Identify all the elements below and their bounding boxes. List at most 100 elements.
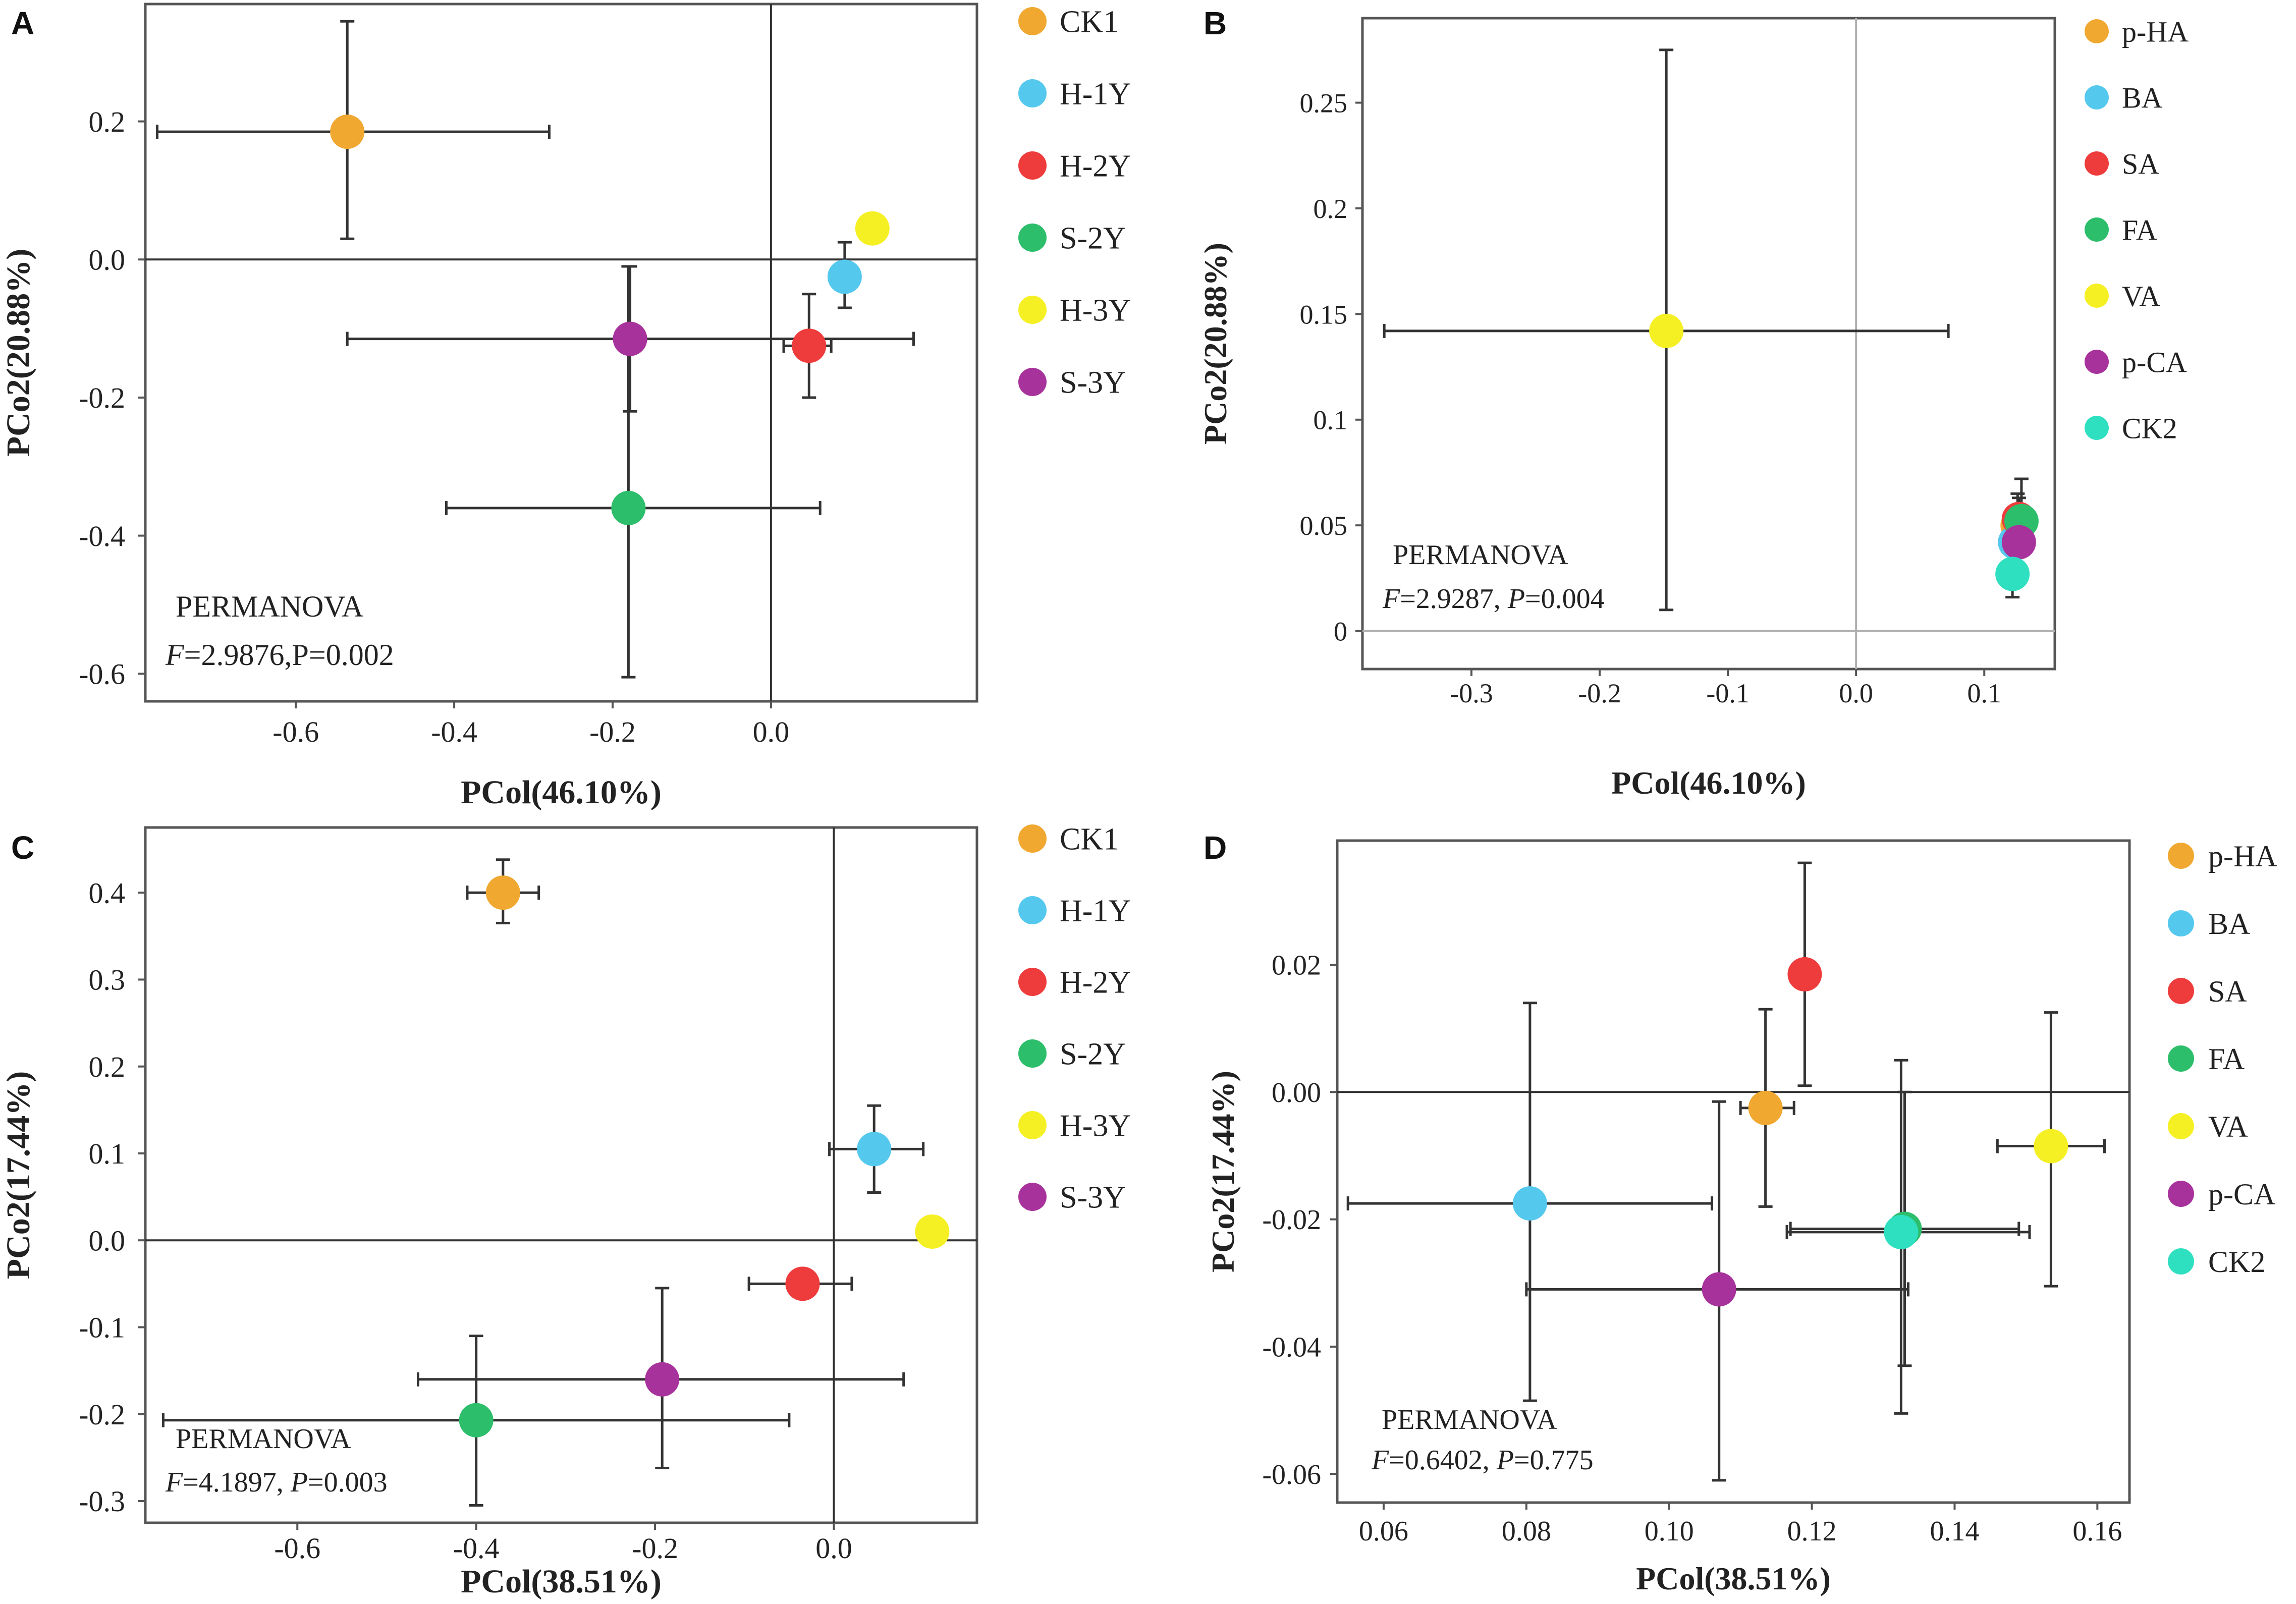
- x-axis-label: PCol(46.10%): [1611, 765, 1806, 801]
- y-tick-label: 0.25: [1300, 88, 1348, 118]
- legend-swatch-ba: [2085, 85, 2109, 109]
- x-tick-label: -0.2: [1578, 678, 1621, 708]
- y-tick-label: -0.02: [1262, 1204, 1321, 1236]
- y-tick-label: 0.00: [1272, 1077, 1321, 1109]
- legend-label-h-2y: H-2Y: [1060, 966, 1131, 1000]
- point-s-3y: [645, 1362, 680, 1397]
- legend-swatch-p-ha: [2168, 843, 2194, 869]
- legend-swatch-h-2y: [1018, 968, 1047, 996]
- point-s-2y: [611, 490, 646, 525]
- y-tick-label: 0.0: [89, 244, 126, 276]
- plot-frame: [144, 3, 978, 703]
- y-tick-label: 0.2: [89, 1050, 126, 1083]
- stat-values: F=0.6402, P=0.775: [1371, 1445, 1594, 1476]
- point-s-3y: [613, 321, 647, 356]
- panel-label-d: D: [1204, 829, 1227, 866]
- point-sa: [1787, 957, 1822, 991]
- y-tick-label: 0.0: [89, 1224, 126, 1257]
- legend-swatch-p-ha: [2085, 19, 2109, 43]
- point-ba: [1512, 1186, 1547, 1221]
- legend-swatch-va: [2168, 1113, 2194, 1139]
- x-tick-label: 0.16: [2072, 1516, 2122, 1547]
- y-tick-label: 0.3: [89, 964, 126, 997]
- legend-label-va: VA: [2208, 1110, 2248, 1143]
- legend-swatch-s-3y: [1018, 1183, 1047, 1211]
- y-tick-label: -0.2: [79, 381, 125, 414]
- point-h-3y: [915, 1214, 950, 1249]
- x-tick-label: -0.1: [1706, 678, 1749, 708]
- legend: p-HA BA SA FA VA p-CA CK2: [2168, 840, 2277, 1279]
- point-ck2: [1884, 1214, 1919, 1249]
- legend-label-h-1y: H-1Y: [1060, 77, 1131, 112]
- y-tick-label: 0.15: [1300, 299, 1348, 329]
- legend-label-fa: FA: [2208, 1042, 2245, 1076]
- x-tick-label: -0.2: [632, 1532, 678, 1565]
- legend-swatch-sa: [2085, 151, 2109, 176]
- legend-label-ck2: CK2: [2208, 1245, 2265, 1279]
- legend-swatch-s-2y: [1018, 224, 1047, 252]
- x-tick-label: -0.6: [274, 1532, 320, 1565]
- legend-label-s-2y: S-2Y: [1060, 1037, 1126, 1072]
- y-tick-label: 0.1: [89, 1137, 126, 1170]
- legend-label-ck1: CK1: [1060, 5, 1119, 39]
- y-tick-label: -0.2: [79, 1398, 125, 1431]
- y-tick-label: -0.06: [1262, 1459, 1321, 1490]
- legend-label-fa: FA: [2122, 213, 2157, 246]
- legend: CK1 H-1Y H-2Y S-2Y H-3Y S-3Y: [1018, 5, 1131, 400]
- y-tick-label: 0.4: [89, 876, 126, 909]
- legend-label-h-2y: H-2Y: [1060, 149, 1131, 184]
- legend-label-s-2y: S-2Y: [1060, 222, 1126, 256]
- point-va: [2034, 1129, 2068, 1164]
- legend-swatch-sa: [2168, 978, 2194, 1004]
- y-tick-label: -0.1: [79, 1311, 125, 1344]
- panel-d: D 0.06 0.08 0.10 0.12 0.14 0.16 0.02 0.00 -0.02 -0…: [1204, 829, 2277, 1596]
- legend-label-h-1y: H-1Y: [1060, 894, 1131, 928]
- stat-values: F=2.9287, P=0.004: [1382, 583, 1605, 615]
- x-tick-label: -0.6: [272, 715, 319, 748]
- legend-label-h-3y: H-3Y: [1060, 294, 1131, 328]
- legend-swatch-fa: [2085, 217, 2109, 242]
- point-h-3y: [855, 211, 890, 246]
- point-s-2y: [459, 1403, 494, 1437]
- y-tick-label: 0.1: [1314, 405, 1348, 435]
- point-h-1y: [857, 1132, 892, 1167]
- legend-label-va: VA: [2122, 280, 2160, 312]
- y-tick-label: 0.05: [1300, 511, 1348, 541]
- legend-label-s-3y: S-3Y: [1060, 1181, 1126, 1215]
- legend-swatch-s-3y: [1018, 368, 1047, 396]
- point-va: [1649, 313, 1684, 348]
- legend-swatch-h-3y: [1018, 296, 1047, 324]
- legend-swatch-ck1: [1018, 7, 1047, 35]
- y-tick-label: 0.02: [1272, 950, 1321, 981]
- point-h-2y: [785, 1266, 820, 1301]
- legend-label-ck2: CK2: [2122, 412, 2177, 445]
- legend-label-ba: BA: [2208, 907, 2250, 941]
- stat-title: PERMANOVA: [176, 590, 363, 623]
- legend-swatch-p-ca: [2085, 350, 2109, 374]
- y-axis-label: PCo2(17.44%): [0, 1071, 37, 1279]
- point-ck2: [1995, 557, 2030, 591]
- y-axis-label: PCo2(20.88%): [1197, 243, 1233, 445]
- point-ck1: [330, 115, 365, 149]
- legend-label-p-ca: p-CA: [2122, 346, 2187, 378]
- stat-values: F=2.9876,P=0.002: [165, 638, 394, 672]
- stat-title: PERMANOVA: [176, 1423, 351, 1455]
- panel-c: C -0.6 -0.4 -0.2 0.0 0.4 0.3 0.2 0.1 0.0 -0.1 -0.2 -…: [0, 822, 1131, 1600]
- legend: CK1 H-1Y H-2Y S-2Y H-3Y S-3Y: [1018, 822, 1131, 1215]
- panel-b: B -0.3 -0.2 -0.1 0.0 0.1 0.25 0.2 0.15 0.1 0.05 0 PC…: [1197, 5, 2189, 801]
- x-tick-label: 0.0: [753, 715, 790, 748]
- x-tick-label: 0.06: [1359, 1516, 1408, 1547]
- x-tick-label: 0.0: [815, 1532, 852, 1565]
- panel-a: A -0.6 -0.4 -0.2 0.0 0.2 0.0 -0.2 -0.4 -0.6 PCol(4…: [0, 3, 1131, 811]
- x-tick-label: 0.14: [1930, 1516, 1979, 1547]
- point-p-ha: [1748, 1090, 1783, 1125]
- x-axis-label: PCol(38.51%): [461, 1563, 662, 1600]
- x-axis-label: PCol(38.51%): [1636, 1561, 1831, 1596]
- legend-swatch-fa: [2168, 1045, 2194, 1072]
- y-tick-label: 0: [1334, 617, 1347, 647]
- legend-label-sa: SA: [2122, 147, 2159, 180]
- legend: p-HA BA SA FA VA p-CA CK2: [2085, 15, 2189, 445]
- legend-swatch-ck2: [2168, 1248, 2194, 1275]
- legend-swatch-ba: [2168, 910, 2194, 936]
